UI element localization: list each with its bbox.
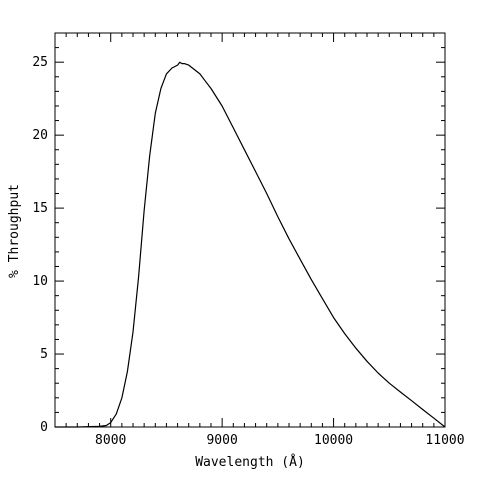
y-tick-label: 0 — [40, 420, 48, 435]
y-axis-label: % Throughput — [7, 184, 22, 278]
x-tick-label: 8000 — [95, 433, 126, 448]
x-axis-ticks: 8000 9000 10000 11000 — [54, 33, 465, 448]
y-tick-label: 10 — [32, 274, 48, 289]
x-tick-label: 10000 — [314, 433, 353, 448]
x-tick-label: 9000 — [206, 433, 237, 448]
plot-frame — [54, 32, 446, 428]
throughput-line — [55, 61, 446, 428]
y-tick-label: 15 — [32, 201, 48, 216]
y-tick-label: 5 — [40, 347, 48, 362]
y-tick-label: 20 — [32, 128, 48, 143]
y-tick-label: 25 — [32, 55, 48, 70]
y-axis-ticks: 0 5 10 15 20 25 — [32, 32, 445, 435]
x-tick-label: 11000 — [425, 433, 464, 448]
x-axis-label: Wavelength (Å) — [195, 454, 305, 470]
plot-area — [54, 32, 446, 428]
